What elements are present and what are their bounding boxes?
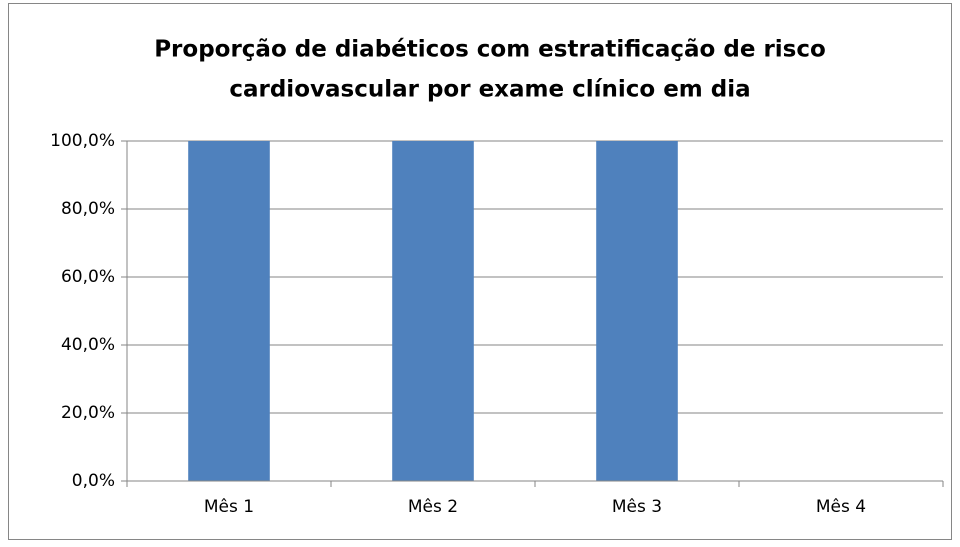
bar <box>596 141 678 481</box>
y-tick-label: 20,0% <box>61 403 115 423</box>
y-tick-label: 0,0% <box>72 471 115 491</box>
y-tick-label: 60,0% <box>61 267 115 287</box>
bar <box>188 141 270 481</box>
chart-title-line: cardiovascular por exame clínico em dia <box>229 77 750 103</box>
x-tick-label: Mês 4 <box>816 497 866 517</box>
x-tick-label: Mês 3 <box>612 497 662 517</box>
y-tick-label: 40,0% <box>61 335 115 355</box>
chart-border <box>8 3 952 540</box>
chart-title-line: Proporção de diabéticos com estratificaç… <box>154 37 826 63</box>
x-tick-label: Mês 1 <box>204 497 254 517</box>
y-tick-label: 80,0% <box>61 199 115 219</box>
x-tick-label: Mês 2 <box>408 497 458 517</box>
y-tick-label: 100,0% <box>50 131 115 151</box>
bar <box>392 141 474 481</box>
